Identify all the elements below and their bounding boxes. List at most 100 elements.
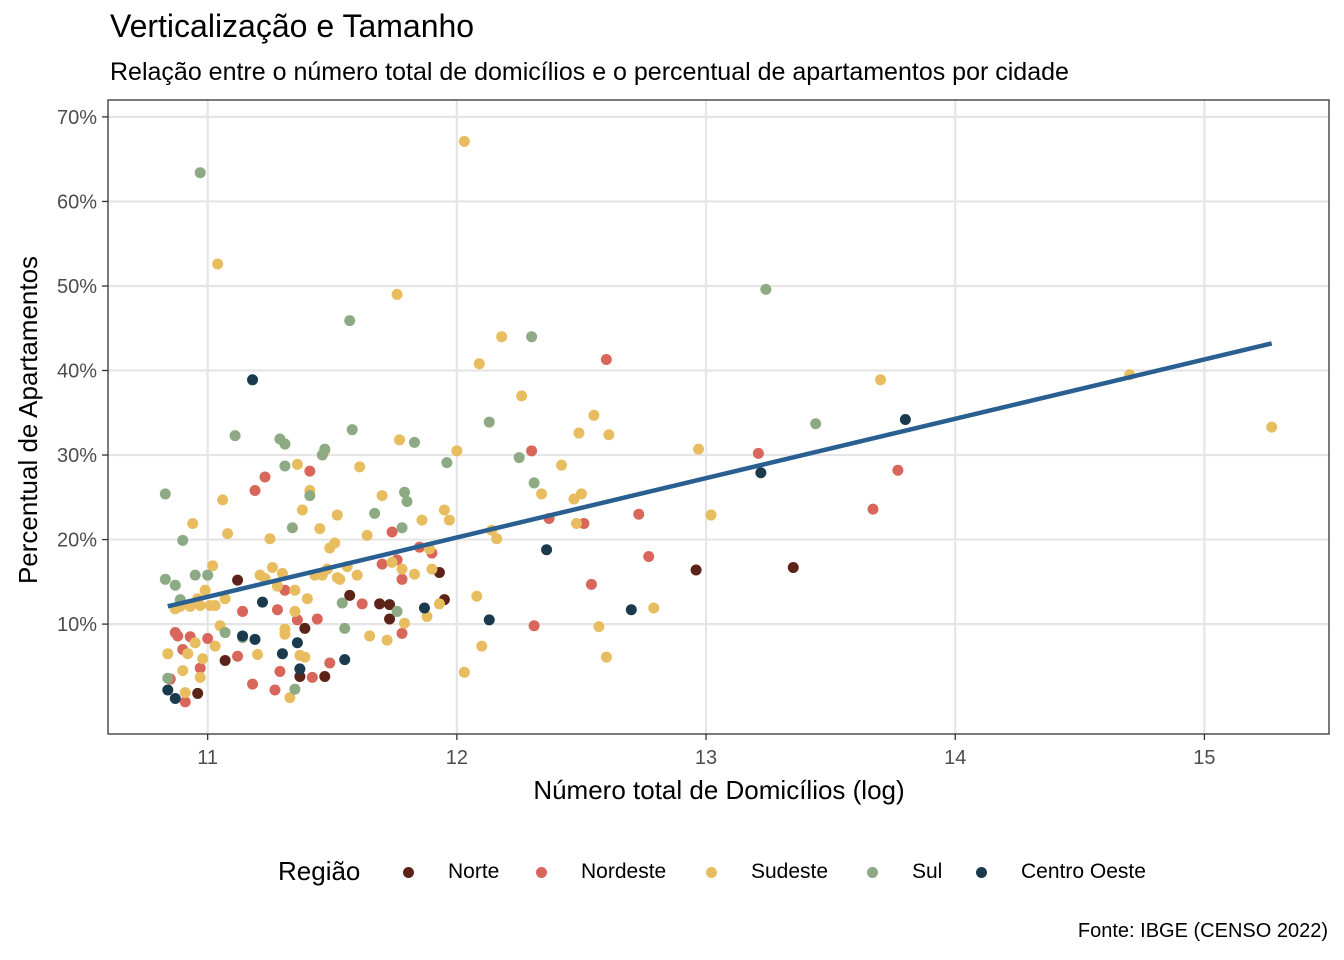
- point-nordeste-7: [202, 632, 214, 644]
- point-sudeste-86: [575, 488, 587, 500]
- x-tick-label-1: 12: [446, 747, 468, 769]
- point-sul-23: [346, 424, 358, 436]
- point-sudeste-68: [433, 598, 445, 610]
- point-sudeste-26: [264, 533, 276, 545]
- legend-item-sudeste: Sudeste: [706, 860, 828, 884]
- point-sudeste-55: [364, 630, 376, 642]
- point-sudeste-49: [331, 509, 343, 521]
- point-sudeste-72: [458, 135, 470, 147]
- point-norte-9: [384, 613, 396, 625]
- legend-title: Região: [278, 856, 361, 886]
- point-norte-2: [232, 574, 244, 586]
- point-sudeste-94: [874, 374, 886, 386]
- point-sudeste-89: [600, 651, 612, 663]
- point-norte-12: [690, 564, 702, 576]
- point-sul-25: [391, 605, 403, 617]
- data-points: [159, 135, 1278, 708]
- point-sudeste-16: [209, 600, 221, 612]
- point-sudeste-62: [399, 617, 411, 629]
- point-nordeste-27: [396, 627, 408, 639]
- point-nordeste-13: [269, 684, 281, 696]
- point-sudeste-92: [693, 443, 705, 455]
- point-sudeste-5: [182, 648, 194, 660]
- y-tick-label-5: 60%: [57, 191, 97, 213]
- legend-dot-nordeste: [536, 866, 547, 878]
- point-sudeste-20: [217, 494, 229, 506]
- point-nordeste-6: [194, 662, 206, 674]
- legend-item-norte: Norte: [403, 860, 499, 884]
- point-sul-32: [513, 452, 525, 464]
- point-sudeste-15: [207, 560, 219, 572]
- point-sudeste-11: [194, 671, 206, 683]
- point-sudeste-17: [209, 640, 221, 652]
- point-sudeste-74: [471, 590, 483, 602]
- point-centro-oeste-8: [294, 663, 306, 675]
- point-norte-4: [299, 622, 311, 634]
- point-nordeste-36: [633, 508, 645, 520]
- legend-item-nordeste: Nordeste: [536, 860, 666, 884]
- point-sudeste-22: [222, 528, 234, 540]
- point-sul-15: [286, 522, 298, 534]
- axis-ticks: 11 12 13 14 15 10% 20% 30% 40% 50% 60% 70%: [57, 107, 1216, 769]
- point-sul-19: [319, 443, 331, 455]
- point-sudeste-53: [354, 461, 366, 473]
- legend: Região Norte Nordeste Sudeste Sul Centro…: [0, 852, 1344, 892]
- point-nordeste-22: [356, 598, 368, 610]
- point-sul-24: [369, 507, 381, 519]
- point-nordeste-11: [249, 485, 261, 497]
- point-sul-27: [399, 486, 411, 498]
- point-sudeste-42: [314, 523, 326, 535]
- point-nordeste-21: [324, 657, 336, 669]
- point-sudeste-47: [329, 537, 341, 549]
- point-norte-5: [319, 671, 331, 683]
- point-centro-oeste-1: [169, 692, 181, 704]
- point-sudeste-93: [705, 509, 717, 521]
- point-norte-6: [344, 589, 356, 601]
- point-nordeste-31: [528, 620, 540, 632]
- trend-line: [167, 341, 1273, 609]
- point-sudeste-50: [334, 573, 346, 585]
- point-norte-13: [787, 561, 799, 573]
- point-sudeste-81: [536, 488, 548, 500]
- source-caption: Fonte: IBGE (CENSO 2022): [1077, 920, 1328, 942]
- y-tick-label-4: 50%: [57, 276, 97, 298]
- point-nordeste-26: [396, 573, 408, 585]
- point-sudeste-27: [266, 561, 278, 573]
- point-sudeste-39: [301, 593, 313, 605]
- legend-item-centro-oeste: Centro Oeste: [976, 860, 1146, 884]
- point-sudeste-69: [438, 504, 450, 516]
- point-sudeste-13: [199, 584, 211, 596]
- point-sudeste-61: [396, 563, 408, 575]
- point-sul-9: [219, 627, 231, 639]
- point-sudeste-56: [376, 490, 388, 502]
- point-sudeste-0: [162, 648, 174, 660]
- point-nordeste-34: [585, 578, 597, 590]
- plot-panel: [108, 100, 1329, 734]
- point-sudeste-33: [289, 605, 301, 617]
- point-centro-oeste-15: [899, 414, 911, 426]
- point-sudeste-12: [197, 653, 209, 665]
- point-centro-oeste-7: [291, 637, 303, 649]
- point-sul-26: [396, 522, 408, 534]
- point-sul-30: [441, 457, 453, 469]
- point-nordeste-38: [752, 447, 764, 459]
- x-tick-label-4: 15: [1193, 747, 1215, 769]
- y-axis-label: Percentual de Apartamentos: [13, 256, 43, 584]
- point-sudeste-54: [361, 529, 373, 541]
- point-sudeste-90: [603, 429, 615, 441]
- legend-label-nordeste: Nordeste: [581, 860, 667, 883]
- point-sudeste-60: [394, 434, 406, 446]
- chart-title: Verticalização e Tamanho: [110, 8, 475, 44]
- point-norte-7: [374, 598, 386, 610]
- point-centro-oeste-13: [625, 604, 637, 616]
- point-sudeste-75: [473, 358, 485, 370]
- point-sudeste-88: [593, 621, 605, 633]
- point-nordeste-37: [643, 550, 655, 562]
- point-centro-oeste-3: [247, 374, 259, 386]
- point-sudeste-3: [177, 665, 189, 677]
- plot-border: [107, 99, 1330, 735]
- grid-lines: [108, 100, 1329, 734]
- point-sul-1: [159, 488, 171, 500]
- y-tick-label-2: 30%: [57, 445, 97, 467]
- point-sudeste-57: [381, 634, 393, 646]
